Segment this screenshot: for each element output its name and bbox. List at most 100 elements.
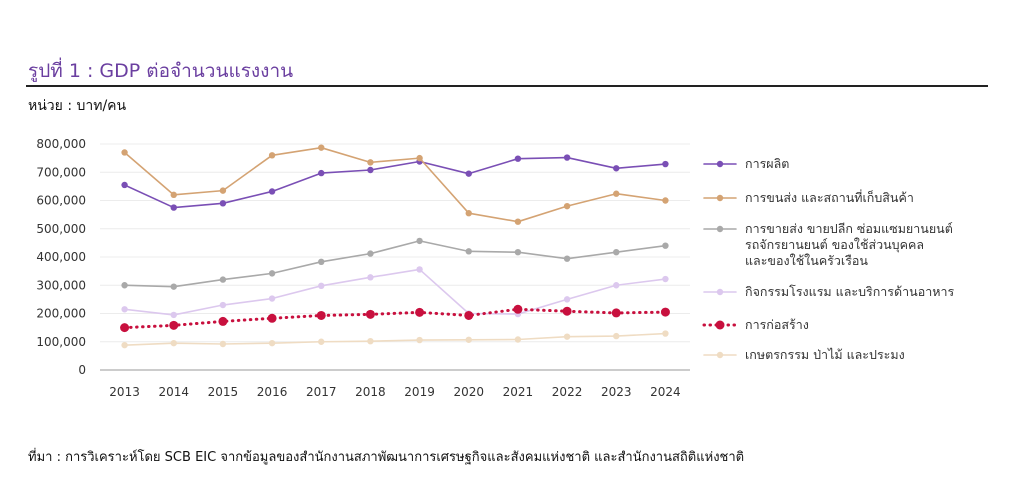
data-point (170, 339, 177, 347)
data-point (219, 200, 227, 207)
legend-label: การผลิต (745, 156, 789, 171)
data-point (219, 301, 227, 309)
data-point (465, 170, 472, 177)
x-tick-label: 2013 (109, 385, 140, 399)
x-tick-label: 2018 (355, 385, 386, 399)
series-group (120, 304, 670, 333)
data-point (367, 250, 374, 257)
x-tick-label: 2014 (158, 385, 189, 399)
data-point (316, 310, 326, 320)
series-group (121, 266, 669, 319)
y-tick-label: 400,000 (36, 250, 86, 264)
series-line (123, 156, 667, 209)
data-point (562, 306, 572, 316)
data-point (318, 338, 325, 345)
data-point (170, 191, 177, 199)
series-group (121, 237, 669, 290)
data-point (120, 323, 130, 333)
data-point (365, 309, 375, 319)
legend-marker (716, 225, 724, 233)
data-point (268, 188, 276, 195)
x-tick-label: 2015 (208, 385, 239, 399)
data-point (464, 310, 474, 320)
legend-label: เกษตรกรรม ป่าไม้ และประมง (745, 347, 905, 362)
data-point (367, 274, 374, 281)
legend-marker (716, 194, 724, 202)
x-tick-label: 2019 (404, 385, 435, 399)
title-divider (26, 85, 988, 87)
data-point (121, 341, 128, 349)
data-point (415, 307, 425, 317)
legend-marker (716, 351, 724, 359)
data-point (611, 308, 621, 318)
series-line (123, 240, 667, 288)
series-group (121, 330, 669, 349)
data-point (662, 197, 669, 204)
legend-label: การขนส่ง และสถานที่เก็บสินค้า (745, 189, 914, 205)
series-group (121, 154, 669, 211)
legend-label: รถจักรยานยนต์ ของใช้ส่วนบุคคล (745, 237, 924, 253)
legend-marker (716, 160, 724, 168)
data-point (514, 336, 522, 343)
data-point (513, 304, 523, 314)
data-point (318, 169, 325, 177)
x-tick-label: 2020 (453, 385, 484, 399)
data-point (613, 332, 620, 340)
data-point (367, 166, 374, 174)
data-point (219, 276, 227, 283)
data-point (121, 181, 128, 189)
data-point (218, 316, 228, 326)
data-point (660, 307, 670, 317)
data-point (563, 255, 571, 262)
data-point (465, 336, 472, 343)
data-point (367, 159, 374, 166)
series-line (123, 146, 667, 223)
data-point (465, 248, 472, 255)
y-tick-label: 0 (78, 363, 86, 377)
source-note: ที่มา : การวิเคราะห์โดย SCB EIC จากข้อมู… (28, 450, 745, 465)
data-point (662, 160, 669, 168)
data-point (416, 237, 423, 245)
data-point (613, 248, 620, 256)
data-point (662, 242, 669, 249)
series-line (123, 332, 667, 346)
y-tick-label: 600,000 (36, 194, 86, 208)
data-point (219, 187, 227, 194)
x-tick-label: 2016 (257, 385, 288, 399)
data-point (662, 330, 669, 337)
legend-marker (716, 288, 724, 296)
data-point (514, 218, 522, 225)
data-point (267, 313, 277, 323)
figure-title: รูปที่ 1 : GDP ต่อจำนวนแรงงาน (28, 60, 294, 82)
data-point (268, 152, 276, 159)
legend-label: การก่อสร้าง (745, 317, 809, 332)
data-point (514, 155, 522, 162)
data-point (268, 295, 276, 302)
data-point (514, 248, 522, 256)
legend-label: กิจกรรมโรงแรม และบริการด้านอาหาร (745, 284, 954, 299)
y-tick-label: 100,000 (36, 335, 86, 349)
x-tick-label: 2022 (552, 385, 583, 399)
x-tick-label: 2024 (650, 385, 681, 399)
data-point (416, 266, 423, 273)
legend-label: การขายส่ง ขายปลีก ซ่อมแซมยานยนต์ (745, 221, 953, 236)
series-lines (120, 144, 670, 349)
data-point (268, 270, 276, 277)
data-point (662, 275, 669, 283)
y-axis: 0 100,000 200,000 300,000 400,000 500,000 600,… (36, 137, 86, 377)
data-point (318, 282, 325, 290)
data-point (170, 311, 177, 319)
y-tick-label: 700,000 (36, 165, 86, 179)
x-tick-label: 2021 (503, 385, 534, 399)
data-point (563, 333, 571, 340)
x-axis: 2013 2014 2015 2016 2017 2018 2019 2020 2021 2022… (109, 385, 680, 399)
data-point (318, 258, 325, 266)
data-point (121, 282, 128, 289)
series-group (121, 144, 669, 225)
data-point (318, 144, 325, 151)
data-point (416, 154, 423, 162)
unit-label: หน่วย : บาท/คน (28, 98, 127, 114)
legend-label: และของใช้ในครัวเรือน (745, 253, 868, 268)
